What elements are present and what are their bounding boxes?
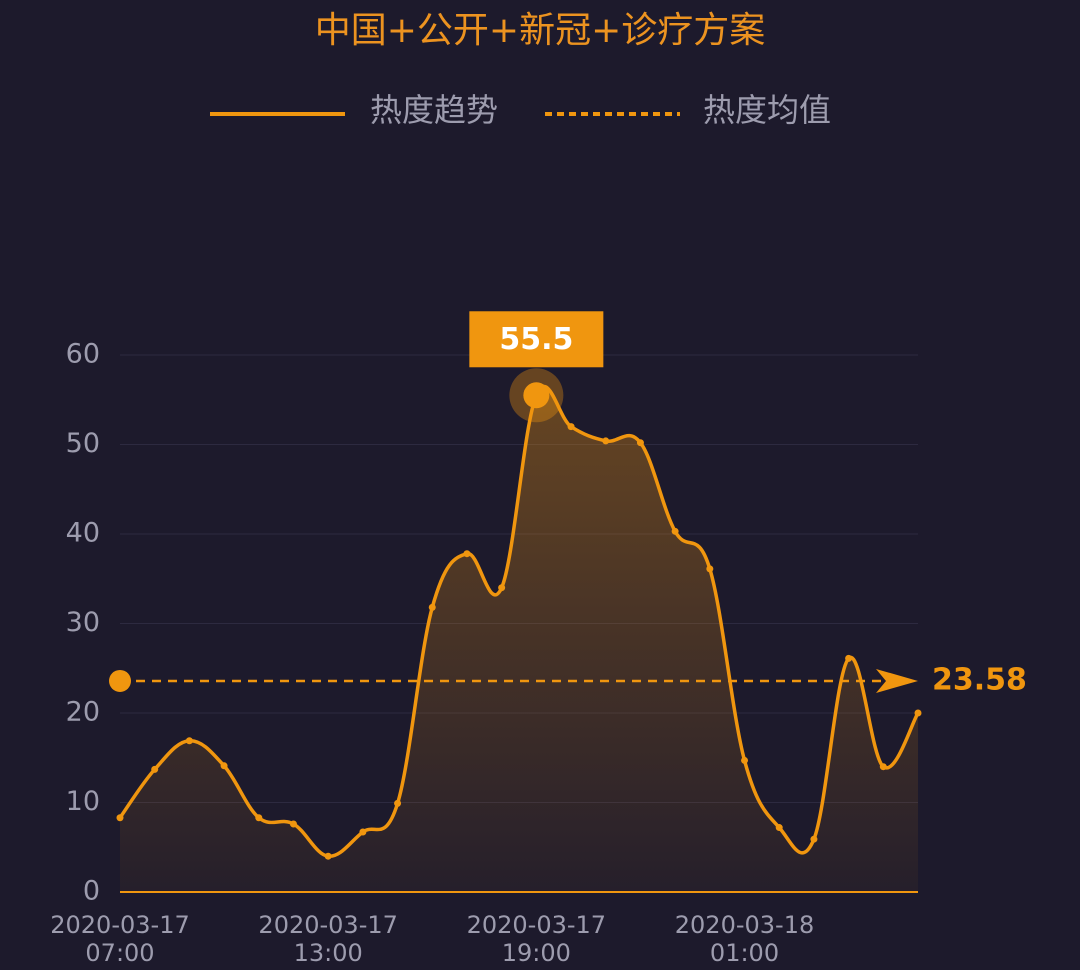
- x-tick-label: 2020-03-17 13:00: [258, 911, 397, 967]
- point: [324, 852, 332, 860]
- point: [116, 814, 124, 822]
- point: [706, 565, 714, 573]
- point: [671, 527, 679, 535]
- point: [428, 603, 436, 611]
- point: [810, 835, 818, 843]
- y-tick-label: 30: [66, 607, 100, 638]
- y-tick-label: 50: [66, 428, 100, 459]
- point: [741, 756, 749, 764]
- point: [151, 765, 159, 773]
- point: [498, 584, 506, 592]
- point: [359, 828, 367, 836]
- legend-label: 热度趋势: [370, 91, 498, 129]
- y-tick-label: 20: [66, 697, 100, 728]
- point: [879, 763, 887, 771]
- x-tick-label: 2020-03-18 01:00: [675, 911, 814, 967]
- y-tick-label: 40: [66, 518, 100, 549]
- chart-title: 中国+公开+新冠+诊疗方案: [315, 10, 766, 51]
- point: [914, 709, 922, 717]
- area: [120, 386, 918, 892]
- point: [602, 437, 610, 445]
- legend-label: 热度均值: [703, 91, 831, 129]
- point: [255, 814, 263, 822]
- mean-arrow: [876, 668, 918, 693]
- peak-label: 55.5: [499, 322, 573, 357]
- x-tick-label: 2020-03-17 19:00: [467, 911, 606, 967]
- peak-point: [523, 382, 550, 409]
- peak-label-box: [469, 311, 604, 368]
- point: [463, 550, 471, 558]
- point: [289, 820, 297, 828]
- y-tick-label: 10: [66, 786, 100, 817]
- point: [185, 737, 193, 745]
- point: [636, 439, 644, 447]
- point: [394, 799, 402, 807]
- x-tick-label: 2020-03-17 07:00: [50, 911, 189, 967]
- point: [220, 762, 228, 770]
- point: [845, 654, 853, 662]
- y-tick-label: 0: [83, 876, 100, 907]
- mean-start: [109, 669, 131, 692]
- y-tick-label: 60: [66, 339, 100, 370]
- point: [567, 423, 575, 431]
- point: [775, 824, 783, 832]
- mean-label: 23.58: [932, 662, 1027, 697]
